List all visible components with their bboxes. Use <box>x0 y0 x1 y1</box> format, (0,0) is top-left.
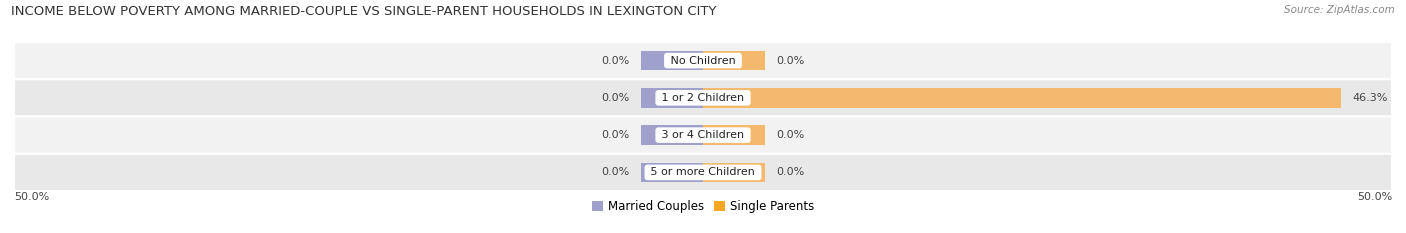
Text: 0.0%: 0.0% <box>602 56 630 65</box>
Bar <box>641 163 703 182</box>
Text: 0.0%: 0.0% <box>602 130 630 140</box>
Text: 3 or 4 Children: 3 or 4 Children <box>658 130 748 140</box>
Text: 50.0%: 50.0% <box>14 192 49 202</box>
Bar <box>703 125 765 145</box>
Bar <box>703 163 765 182</box>
Bar <box>641 125 703 145</box>
Text: 0.0%: 0.0% <box>776 168 804 177</box>
Text: 46.3%: 46.3% <box>1353 93 1388 103</box>
Text: 0.0%: 0.0% <box>602 93 630 103</box>
Text: 0.0%: 0.0% <box>776 130 804 140</box>
Text: 5 or more Children: 5 or more Children <box>647 168 759 177</box>
Bar <box>703 51 765 70</box>
FancyBboxPatch shape <box>14 116 1392 154</box>
Text: Source: ZipAtlas.com: Source: ZipAtlas.com <box>1284 5 1395 15</box>
Text: 0.0%: 0.0% <box>602 168 630 177</box>
Bar <box>641 51 703 70</box>
Text: 0.0%: 0.0% <box>776 56 804 65</box>
FancyBboxPatch shape <box>14 154 1392 191</box>
Bar <box>703 88 1341 108</box>
Text: 1 or 2 Children: 1 or 2 Children <box>658 93 748 103</box>
Text: INCOME BELOW POVERTY AMONG MARRIED-COUPLE VS SINGLE-PARENT HOUSEHOLDS IN LEXINGT: INCOME BELOW POVERTY AMONG MARRIED-COUPL… <box>11 5 717 18</box>
Bar <box>641 88 703 108</box>
FancyBboxPatch shape <box>14 79 1392 116</box>
Text: No Children: No Children <box>666 56 740 65</box>
FancyBboxPatch shape <box>14 42 1392 79</box>
Legend: Married Couples, Single Parents: Married Couples, Single Parents <box>586 195 820 218</box>
Text: 50.0%: 50.0% <box>1357 192 1392 202</box>
